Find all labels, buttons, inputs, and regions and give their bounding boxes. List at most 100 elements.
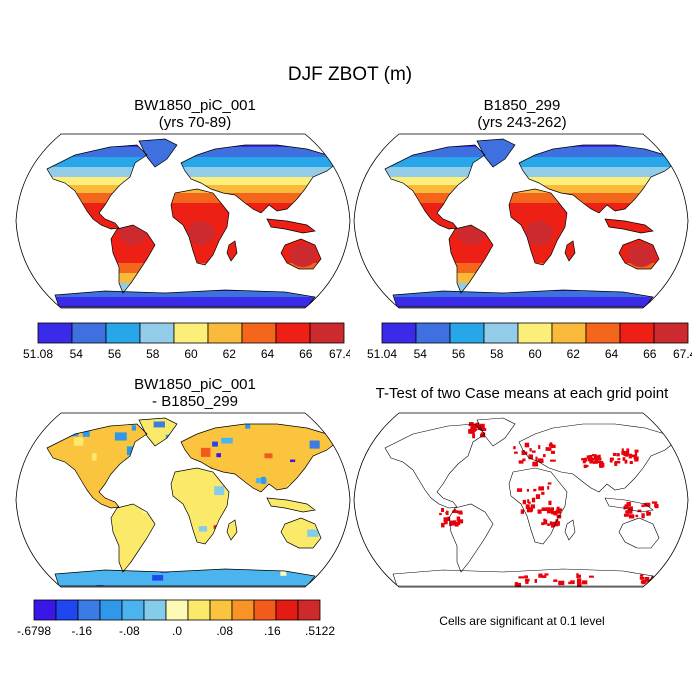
map-2-cell	[264, 533, 272, 538]
map-2-cell	[98, 561, 105, 569]
map-2-cell	[335, 426, 341, 433]
map-1-band	[353, 283, 689, 293]
panel-1-map	[15, 133, 351, 309]
map-2-cell	[115, 417, 123, 422]
map-2-cell	[287, 547, 297, 552]
colorbar-0-label: 67.45	[329, 347, 350, 361]
colorbar-2-box	[77, 599, 101, 621]
map-2-cell	[86, 554, 94, 558]
panel-1-colorbar: 51.08 54 56 58 60 62 64 66 67.45	[23, 322, 350, 361]
map-1-band	[353, 283, 689, 293]
map-2-cell	[232, 500, 236, 506]
map-2-cell	[331, 508, 342, 515]
map-2-cell	[156, 491, 165, 495]
map-2-cell	[182, 462, 194, 466]
map-2-cell	[90, 416, 94, 420]
map-2-cell	[307, 469, 316, 478]
map-2-cell	[328, 580, 337, 588]
map-2-cell	[264, 453, 273, 459]
map-3-sig-cell	[644, 502, 651, 507]
map-3-sig-cell	[524, 578, 530, 582]
map-2-cell	[304, 488, 311, 492]
map-2-cell	[272, 413, 280, 417]
map-2-cell	[47, 501, 58, 510]
map-3-sig-cell	[518, 460, 524, 464]
colorbar-2-box	[253, 599, 277, 621]
map-2-cell	[151, 418, 160, 422]
map-0-band	[111, 263, 155, 273]
map-0-band	[15, 133, 351, 147]
map-2-cell	[314, 463, 321, 469]
map-3-sig-cell	[625, 510, 628, 514]
map-1-antarctica-coast	[392, 289, 654, 308]
map-0-band	[47, 193, 147, 203]
map-2-cell	[244, 549, 254, 558]
map-3-sig-cell	[641, 579, 646, 585]
map-3-sig-cell	[521, 450, 525, 455]
map-3-sig-cell	[535, 494, 541, 499]
map-2-cell	[82, 428, 90, 437]
map-2-cell	[125, 481, 136, 489]
map-2-cell	[52, 587, 56, 588]
map-3-sig-cell	[515, 582, 521, 587]
map-3-sig-cell	[600, 461, 604, 465]
map-1-band	[353, 283, 689, 293]
map-0-madagascar-coast	[226, 240, 238, 262]
map-2-cell	[161, 467, 168, 473]
map-2-cell	[249, 515, 254, 524]
map-0-hot-core	[119, 225, 147, 245]
map-2-cell	[86, 502, 90, 506]
map-2-cell	[53, 415, 60, 421]
colorbar-1-box	[551, 322, 587, 344]
colorbar-1-label: 62	[567, 347, 581, 361]
map-3-sig-cell	[445, 517, 448, 522]
map-2-cell	[344, 427, 351, 435]
map-2-cell	[102, 521, 108, 530]
map-2-cell	[298, 482, 309, 486]
map-3-sig-cell	[583, 464, 587, 469]
map-2-cell	[340, 552, 350, 557]
panel-4-title: T-Test of two Case means at each grid po…	[352, 385, 692, 402]
map-2-cell	[261, 476, 266, 485]
map-2-cell	[260, 516, 266, 521]
map-2-cell	[200, 447, 211, 457]
map-3-sig-cell	[612, 452, 617, 456]
map-2-cell	[68, 488, 78, 494]
map-0-band	[15, 283, 351, 293]
colorbar-1-label: 51.04	[367, 347, 397, 361]
map-3-sig-cell	[543, 519, 548, 525]
map-3-northAmerica-fill	[385, 424, 485, 508]
map-2-cell	[280, 569, 287, 576]
map-2-cell	[143, 550, 154, 556]
map-2-cell	[45, 587, 50, 588]
map-3-madagascar-coast	[564, 519, 576, 541]
map-2-cell	[173, 525, 180, 530]
significance-note: Cells are significant at 0.1 level	[439, 614, 605, 628]
map-3-sig-cell	[468, 424, 472, 427]
map-2-cell	[270, 534, 277, 537]
map-3-sig-cell	[454, 521, 459, 527]
map-2-cell	[298, 555, 308, 559]
map-2-cell	[159, 484, 166, 492]
map-3-sig-cell	[639, 574, 644, 577]
map-1-madagascar-coast	[564, 240, 576, 262]
map-1-band	[519, 185, 675, 193]
map-1-southAmerica-coast	[448, 224, 494, 294]
map-2-cell	[149, 555, 160, 562]
map-2-cell	[57, 424, 69, 428]
map-2-cell	[181, 517, 188, 522]
map-3-sig-cell	[518, 576, 525, 579]
map-0-band	[181, 193, 337, 203]
map-2-cell	[88, 564, 94, 572]
map-2-cell	[33, 583, 44, 587]
map-2-cell	[16, 500, 24, 508]
map-2-cell	[136, 467, 144, 472]
map-2-cell	[133, 464, 140, 471]
map-3-sig-cell	[533, 488, 537, 492]
map-2-cell	[168, 529, 176, 537]
map-3-sig-cell	[595, 460, 601, 464]
map-3-sig-cell	[577, 574, 581, 578]
map-2-cell	[36, 466, 43, 471]
map-2-cell	[34, 572, 43, 579]
map-0-band	[15, 133, 351, 147]
